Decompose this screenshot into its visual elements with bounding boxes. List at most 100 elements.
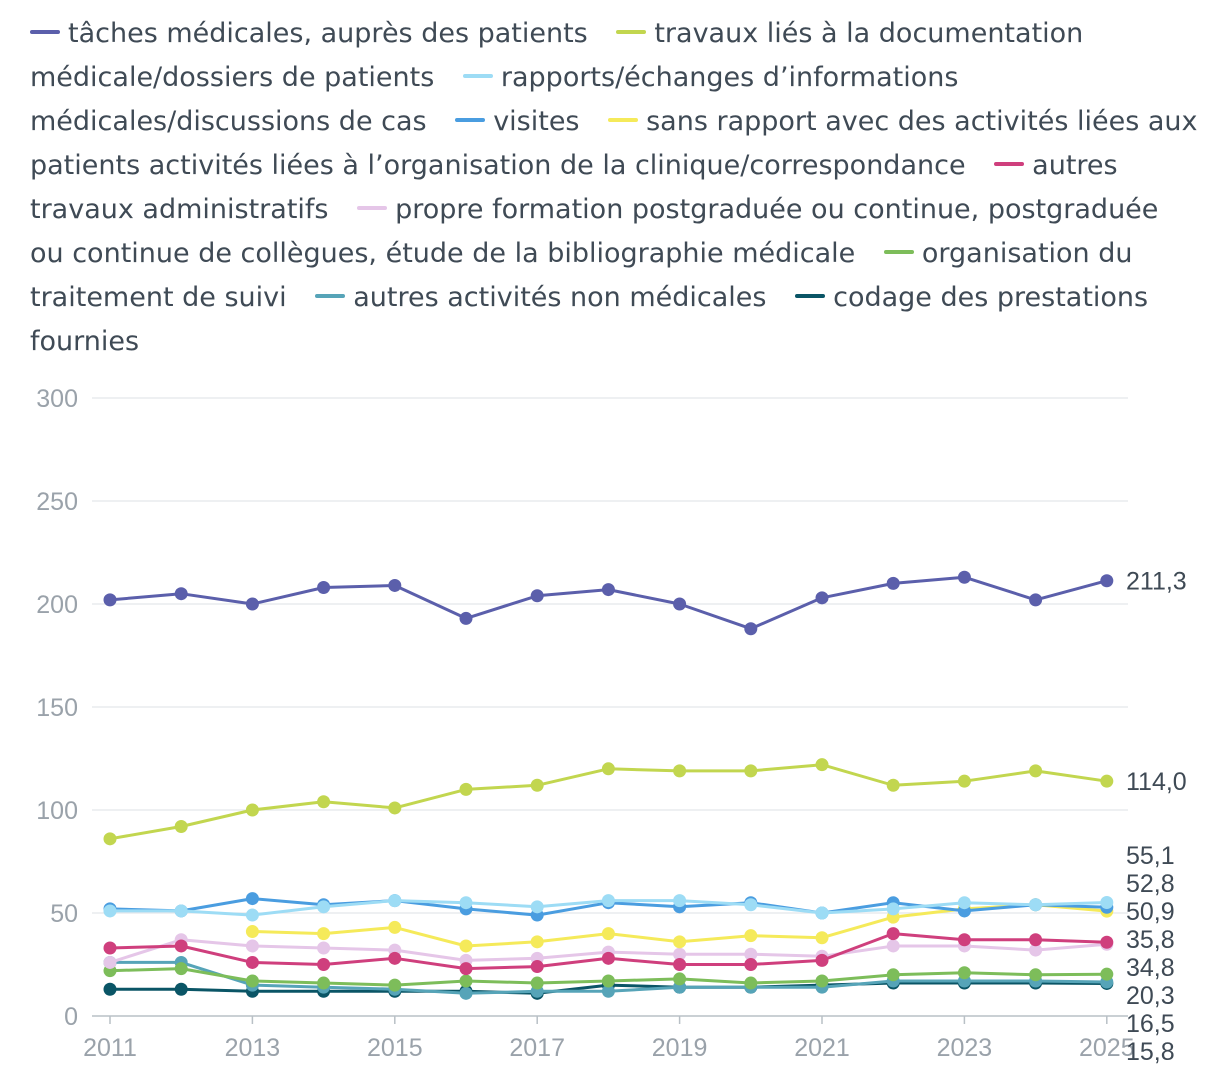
end-value-label: 50,9 xyxy=(1126,898,1175,926)
legend-item: autres activités non médicales xyxy=(315,282,767,313)
series-line xyxy=(103,962,1114,992)
y-tick-label: 300 xyxy=(36,385,78,413)
y-axis-labels: 0 50 100 150 200 250 300 xyxy=(36,385,78,1031)
x-tick-label: 2019 xyxy=(652,1034,708,1062)
data-point xyxy=(174,819,188,833)
data-point xyxy=(245,892,259,906)
legend-label: autres travaux administratifs xyxy=(30,150,1118,225)
data-point xyxy=(103,941,117,955)
series-line xyxy=(103,570,1114,636)
series-line xyxy=(103,894,1114,922)
data-point xyxy=(815,931,829,945)
data-point xyxy=(1100,967,1114,981)
data-point xyxy=(459,974,473,988)
data-point xyxy=(1100,895,1114,909)
legend-item: travaux liés à la documentation médicale… xyxy=(30,18,1083,93)
data-point xyxy=(174,939,188,953)
legend-swatch xyxy=(616,29,647,34)
data-point xyxy=(388,801,402,815)
data-point xyxy=(317,581,331,595)
series-group xyxy=(103,570,1114,1000)
x-tick-label: 2021 xyxy=(794,1034,850,1062)
data-point xyxy=(673,764,687,778)
data-point xyxy=(459,782,473,796)
data-point xyxy=(174,587,188,601)
data-point xyxy=(744,929,758,943)
x-tick-label: 2013 xyxy=(225,1034,281,1062)
data-point xyxy=(530,960,544,974)
series-line xyxy=(103,758,1114,846)
y-tick-label: 250 xyxy=(36,488,78,516)
legend-item: rapports/échanges d’informations médical… xyxy=(30,62,958,137)
data-point xyxy=(886,902,900,916)
data-point xyxy=(530,589,544,603)
legend-item: propre formation postgraduée ou continue… xyxy=(30,194,1158,269)
x-tick-label: 2017 xyxy=(509,1034,565,1062)
data-point xyxy=(530,900,544,914)
data-point xyxy=(174,982,188,996)
legend-swatch xyxy=(462,73,493,78)
data-point xyxy=(886,778,900,792)
data-point xyxy=(601,927,615,941)
end-value-label: 211,3 xyxy=(1126,568,1187,596)
data-point xyxy=(245,939,259,953)
data-point xyxy=(673,947,687,961)
data-point xyxy=(744,947,758,961)
data-point xyxy=(103,832,117,846)
data-point xyxy=(673,972,687,986)
data-point xyxy=(103,904,117,918)
series-line xyxy=(103,927,1114,976)
legend-swatch xyxy=(994,161,1025,166)
data-point xyxy=(459,896,473,910)
data-point xyxy=(815,953,829,967)
end-value-label: 34,8 xyxy=(1126,954,1175,982)
data-point xyxy=(317,795,331,809)
data-point xyxy=(459,962,473,976)
data-point xyxy=(886,927,900,941)
data-point xyxy=(459,611,473,625)
data-point xyxy=(245,803,259,817)
y-tick-label: 0 xyxy=(64,1003,78,1031)
x-axis-labels: 2011 2013 2015 2017 2019 2021 2023 2025 xyxy=(83,1016,1135,1062)
data-point xyxy=(673,935,687,949)
data-point xyxy=(245,955,259,969)
series-path xyxy=(108,763,1109,841)
y-tick-label: 50 xyxy=(50,900,78,928)
grid-lines xyxy=(92,397,1128,1017)
legend-label: travaux liés à la documentation médicale… xyxy=(30,18,1084,93)
data-point xyxy=(886,576,900,590)
legend-swatch xyxy=(795,293,826,298)
data-point xyxy=(1100,774,1114,788)
data-point xyxy=(1029,764,1043,778)
data-point xyxy=(317,941,331,955)
data-point xyxy=(744,764,758,778)
data-point xyxy=(815,974,829,988)
data-point xyxy=(174,962,188,976)
data-point xyxy=(103,982,117,996)
x-tick-label: 2025 xyxy=(1079,1034,1135,1062)
y-tick-label: 100 xyxy=(36,797,78,825)
data-point xyxy=(744,958,758,971)
end-value-label: 15,8 xyxy=(1126,1038,1175,1066)
data-point xyxy=(174,904,188,918)
data-point xyxy=(388,920,402,934)
data-point xyxy=(1100,935,1114,949)
legend-label: visites xyxy=(493,106,580,137)
data-point xyxy=(815,906,829,920)
data-point xyxy=(459,986,473,1000)
data-point xyxy=(317,976,331,990)
legend-swatch xyxy=(455,117,486,122)
data-point xyxy=(601,583,615,597)
legend-swatch xyxy=(357,205,388,210)
legend-label: propre formation postgraduée ou continue… xyxy=(30,194,1159,269)
legend-swatch xyxy=(608,117,639,122)
data-point xyxy=(530,976,544,990)
data-point xyxy=(957,570,971,584)
legend-label: tâches médicales, auprès des patients xyxy=(68,18,588,49)
data-point xyxy=(1100,574,1114,588)
data-point xyxy=(601,974,615,988)
data-point xyxy=(103,593,117,607)
data-point xyxy=(601,984,615,998)
data-point xyxy=(957,774,971,788)
